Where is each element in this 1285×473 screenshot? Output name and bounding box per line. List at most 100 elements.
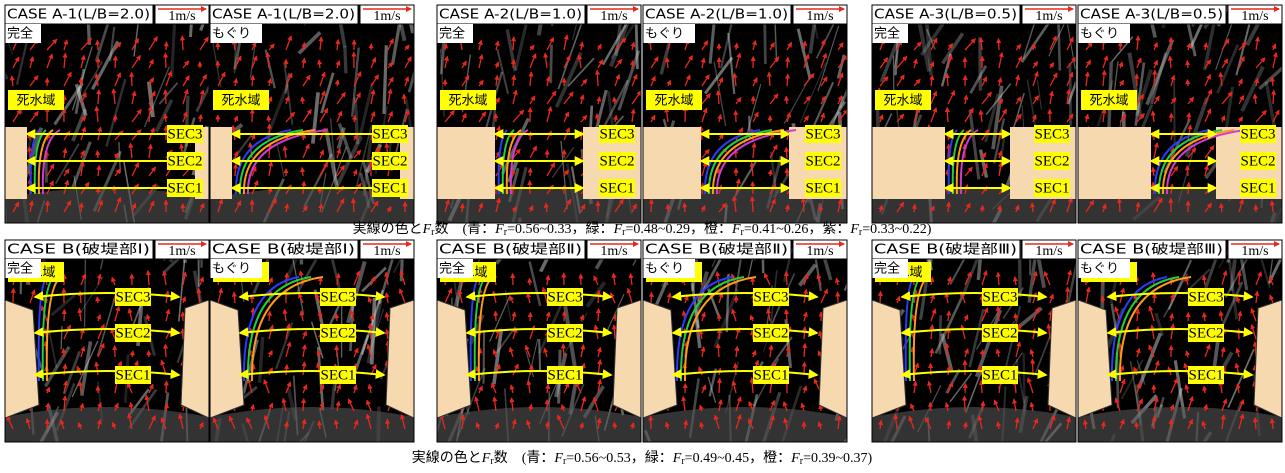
streak bbox=[1058, 20, 1059, 71]
panel-mode: 完全 bbox=[439, 261, 465, 277]
scale-label: 1m/s bbox=[806, 9, 833, 24]
figure: SEC3SEC2SEC1死水域CASE A-1(L/B=2.0)完全1m/sSE… bbox=[0, 0, 1285, 473]
floor bbox=[643, 407, 847, 442]
scale-label: 1m/s bbox=[373, 9, 400, 24]
velocity-arrow bbox=[387, 419, 388, 429]
velocity-arrow bbox=[165, 53, 166, 68]
velocity-arrow bbox=[513, 37, 514, 50]
velocity-arrow bbox=[269, 124, 270, 140]
section-label: SEC2 bbox=[1240, 153, 1275, 169]
panel: SEC3SEC2SEC1死水域CASE A-3(L/B=0.5)もぐり1m/s bbox=[1078, 0, 1285, 234]
region-label: 死水域 bbox=[883, 94, 922, 109]
velocity-arrow bbox=[651, 293, 652, 303]
panel-image: SEC3SEC2SEC1死水域CASE B(破堤部Ⅲ)もぐり1m/s bbox=[1068, 197, 1285, 461]
velocity-arrow bbox=[98, 90, 99, 104]
section-label: SEC2 bbox=[753, 325, 788, 341]
section-label: SEC2 bbox=[805, 153, 840, 169]
scale-label: 1m/s bbox=[168, 9, 195, 24]
scale-label: 1m/s bbox=[806, 244, 833, 259]
velocity-arrow bbox=[1102, 296, 1103, 303]
block bbox=[1048, 300, 1076, 418]
streak bbox=[61, 326, 62, 349]
velocity-arrow bbox=[353, 199, 354, 212]
section-label: SEC2 bbox=[167, 153, 202, 169]
velocity-arrow bbox=[303, 399, 304, 411]
velocity-arrow bbox=[597, 70, 598, 86]
velocity-arrow bbox=[336, 346, 337, 357]
velocity-arrow bbox=[563, 344, 564, 357]
velocity-arrow bbox=[495, 185, 496, 194]
section-label: SEC3 bbox=[372, 126, 407, 142]
section-label: SEC3 bbox=[1240, 126, 1275, 142]
streak bbox=[1019, 228, 1020, 297]
panel-mode: 完全 bbox=[7, 26, 33, 42]
section-label: SEC3 bbox=[167, 126, 202, 142]
velocity-arrow bbox=[787, 74, 788, 86]
streak bbox=[727, 274, 729, 332]
velocity-arrow bbox=[235, 164, 236, 176]
section-label: SEC1 bbox=[115, 367, 150, 383]
panel-image: SEC3SEC2SEC1死水域CASE A-1(L/B=2.0)もぐり1m/s bbox=[210, 0, 427, 239]
block bbox=[5, 127, 27, 199]
velocity-arrow bbox=[598, 309, 599, 321]
block bbox=[613, 300, 641, 418]
caption: 実線の色とFr数 (青：Fr=0.56~0.53，緑：Fr=0.49~0.45，… bbox=[412, 449, 873, 467]
panel: SEC3SEC2SEC1死水域CASE B(破堤部Ⅱ)完全1m/s bbox=[437, 203, 661, 455]
velocity-arrow bbox=[302, 168, 303, 176]
panel: SEC3SEC2SEC1死水域CASE A-1(L/B=2.0)完全1m/s bbox=[0, 0, 219, 231]
block bbox=[437, 127, 495, 199]
block bbox=[181, 300, 209, 418]
section-label: SEC2 bbox=[1034, 153, 1069, 169]
panel-image: SEC3SEC2SEC1死水域CASE B(破堤部Ⅱ)完全1m/s bbox=[437, 203, 661, 455]
velocity-arrow bbox=[513, 60, 514, 68]
scale-label: 1m/s bbox=[1241, 244, 1268, 259]
panel: SEC3SEC2SEC1死水域CASE B(破堤部Ⅲ)完全1m/s bbox=[872, 215, 1082, 459]
section-label: SEC3 bbox=[1034, 126, 1069, 142]
block bbox=[643, 127, 701, 199]
velocity-arrow bbox=[336, 314, 337, 321]
floor bbox=[5, 407, 209, 442]
velocity-arrow bbox=[614, 423, 615, 429]
streak bbox=[539, 339, 540, 371]
velocity-arrow bbox=[97, 297, 98, 303]
velocity-arrow bbox=[1273, 90, 1274, 104]
velocity-arrow bbox=[97, 151, 98, 158]
panel-image: SEC3SEC2SEC1死水域CASE B(破堤部Ⅰ)完全1m/s bbox=[5, 205, 211, 462]
section-label: SEC1 bbox=[1188, 367, 1223, 383]
section-label: SEC3 bbox=[320, 289, 355, 305]
panel-mode: もぐり bbox=[212, 262, 251, 277]
section-label: SEC2 bbox=[372, 153, 407, 169]
section-label: SEC2 bbox=[599, 153, 634, 169]
panel-mode: もぐり bbox=[645, 27, 684, 42]
velocity-arrow bbox=[880, 292, 881, 303]
section-label: SEC1 bbox=[547, 367, 582, 383]
streak bbox=[845, 237, 865, 290]
section-label: SEC3 bbox=[753, 289, 788, 305]
panel-title: CASE A-2(L/B=1.0) bbox=[439, 8, 582, 23]
panel-image: SEC3SEC2SEC1死水域CASE A-2(L/B=1.0)完全1m/s bbox=[437, 0, 641, 240]
scale-label: 1m/s bbox=[168, 244, 195, 259]
panel: SEC3SEC2SEC1死水域CASE B(破堤部Ⅱ)もぐり1m/s bbox=[643, 222, 867, 459]
section-label: SEC3 bbox=[805, 126, 840, 142]
block bbox=[872, 127, 945, 199]
floor bbox=[1078, 407, 1282, 442]
velocity-arrow bbox=[1119, 198, 1120, 212]
velocity-arrow bbox=[1032, 203, 1033, 212]
panel: SEC3SEC2SEC1死水域CASE A-1(L/B=2.0)もぐり1m/s bbox=[210, 0, 427, 239]
panel-image: SEC3SEC2SEC1死水域CASE A-2(L/B=1.0)もぐり1m/s bbox=[641, 0, 850, 239]
region-label: 死水域 bbox=[221, 94, 260, 109]
panel-image: SEC3SEC2SEC1死水域CASE A-1(L/B=2.0)完全1m/s bbox=[0, 0, 219, 231]
scale-label: 1m/s bbox=[600, 244, 627, 259]
velocity-arrow bbox=[1136, 422, 1137, 429]
panel-mode: 完全 bbox=[439, 26, 465, 42]
velocity-arrow bbox=[803, 198, 804, 212]
panel: SEC3SEC2SEC1死水域CASE A-2(L/B=1.0)もぐり1m/s bbox=[641, 0, 850, 239]
velocity-arrow bbox=[1154, 70, 1155, 86]
panel-title: CASE A-2(L/B=1.0) bbox=[645, 8, 788, 23]
panel-title: CASE A-1(L/B=2.0) bbox=[7, 8, 150, 23]
velocity-arrow bbox=[786, 147, 787, 158]
velocity-arrow bbox=[1154, 294, 1155, 303]
block bbox=[1078, 127, 1151, 199]
panel: SEC3SEC2SEC1死水域CASE A-2(L/B=1.0)完全1m/s bbox=[437, 0, 641, 240]
